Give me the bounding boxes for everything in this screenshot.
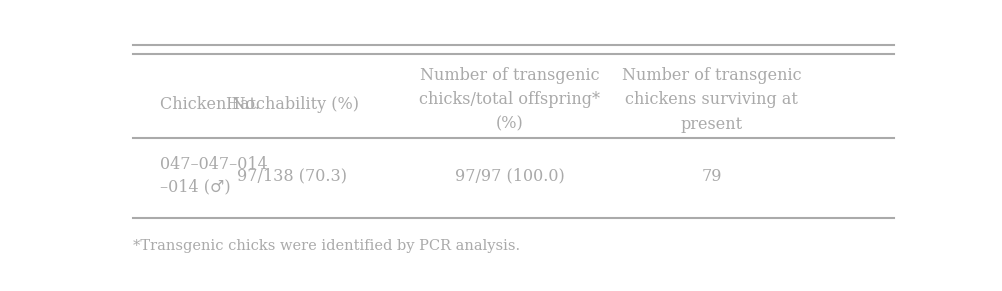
Text: (%): (%) [496,116,523,133]
Text: Number of transgenic: Number of transgenic [420,67,599,84]
Text: Chicken No.: Chicken No. [160,96,261,113]
Text: chicks/total offspring*: chicks/total offspring* [419,91,600,108]
Text: 79: 79 [701,168,721,184]
Text: present: present [680,116,742,133]
Text: 97/138 (70.3): 97/138 (70.3) [237,168,348,184]
Text: –014 (♂): –014 (♂) [160,179,230,196]
Text: 047–047–014: 047–047–014 [160,156,268,173]
Text: *Transgenic chicks were identified by PCR analysis.: *Transgenic chicks were identified by PC… [133,239,520,253]
Text: Hatchability (%): Hatchability (%) [225,96,359,113]
Text: chickens surviving at: chickens surviving at [625,91,798,108]
Text: 97/97 (100.0): 97/97 (100.0) [455,168,564,184]
Text: Number of transgenic: Number of transgenic [621,67,802,84]
